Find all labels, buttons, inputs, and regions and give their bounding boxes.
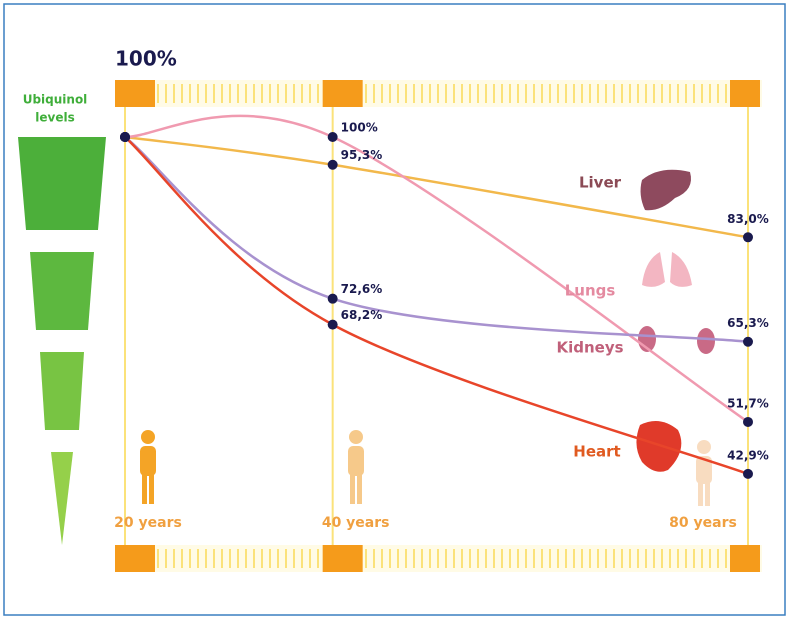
tick-block [115, 545, 155, 572]
data-point [743, 336, 753, 347]
data-point [743, 232, 753, 243]
value-label: 68,2% [341, 308, 383, 322]
data-point [743, 416, 753, 427]
organ-icons [636, 169, 715, 472]
side-label: Ubiquinol [23, 93, 88, 107]
data-point [327, 293, 338, 304]
series-line [124, 135, 749, 239]
value-label: 83,0% [727, 212, 769, 226]
level-pyramid [18, 137, 106, 545]
data-point [327, 319, 338, 330]
tick-block [322, 545, 363, 572]
value-label: 65,3% [727, 316, 769, 330]
value-label: 100% [341, 121, 378, 135]
data-point [743, 468, 753, 479]
tick-block [730, 80, 760, 107]
data-point [120, 132, 130, 142]
rulers [115, 80, 762, 572]
series-label: Heart [573, 443, 620, 461]
scale-label: 100% [115, 47, 177, 71]
tick-block [730, 545, 760, 572]
data-point [327, 132, 338, 142]
series-label: Kidneys [556, 339, 623, 357]
series-line [124, 136, 749, 476]
x-tick-label: 40 years [322, 515, 390, 531]
value-label: 42,9% [727, 448, 769, 462]
value-label: 72,6% [341, 282, 383, 296]
series-line [124, 114, 749, 424]
series-label: Lungs [565, 282, 616, 300]
x-tick-label: 80 years [669, 515, 737, 531]
value-label: 95,3% [341, 148, 383, 162]
tick-block [322, 80, 363, 107]
series-label: Liver [579, 174, 622, 192]
data-point [327, 159, 338, 170]
person-icons [140, 430, 712, 506]
series-line [124, 136, 749, 343]
side-label: levels [35, 111, 74, 125]
tick-block [115, 80, 155, 107]
plot: 20 years 40 years 80 years Liver Lungs Kidney… [114, 80, 769, 572]
value-label: 51,7% [727, 396, 769, 410]
x-tick-label: 20 years [114, 515, 182, 531]
